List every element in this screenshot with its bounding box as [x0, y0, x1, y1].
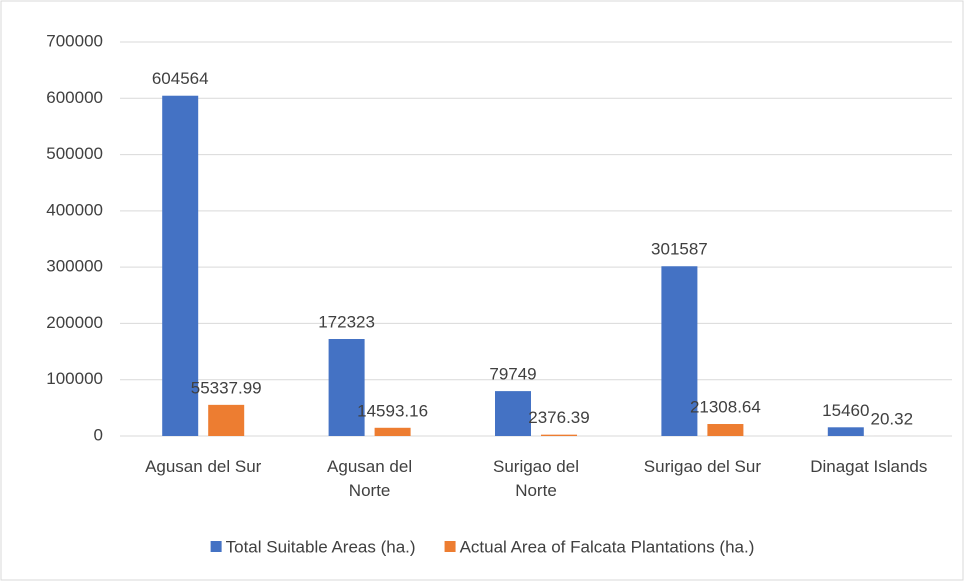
x-tick-label: Dinagat Islands [810, 457, 928, 476]
y-tick-label: 100000 [46, 369, 103, 388]
data-label: 15460 [822, 401, 869, 420]
y-tick-label: 700000 [46, 31, 103, 50]
bar [707, 424, 744, 436]
x-tick-label: Surigao del Norte [492, 457, 579, 500]
bar [495, 391, 531, 436]
data-label: 21308.64 [690, 397, 761, 416]
y-tick-label: 0 [94, 425, 103, 444]
bar [661, 266, 698, 436]
data-label: 79749 [489, 365, 536, 384]
data-label: 20.32 [871, 409, 914, 428]
legend-label: Actual Area of Falcata Plantations (ha.) [460, 537, 755, 556]
y-tick-label: 400000 [46, 200, 103, 219]
y-tick-label: 200000 [46, 313, 103, 332]
legend-label: Total Suitable Areas (ha.) [226, 537, 416, 556]
x-tick-label: Surigao del Sur [643, 457, 761, 476]
x-tick-label: Agusan del Norte [327, 457, 413, 500]
y-tick-label: 300000 [46, 257, 103, 276]
bar [208, 404, 245, 436]
legend-swatch [444, 541, 456, 552]
data-label: 604564 [152, 69, 209, 88]
data-label: 2376.39 [528, 408, 589, 427]
data-label: 55337.99 [191, 378, 262, 397]
data-label: 172323 [318, 312, 375, 331]
data-label: 14593.16 [357, 401, 428, 420]
data-label: 301587 [651, 240, 708, 259]
bar [541, 434, 577, 436]
legend-swatch [210, 541, 222, 552]
bar [328, 339, 365, 436]
bar [827, 427, 864, 436]
bar [162, 95, 199, 437]
x-tick-label: Agusan del Sur [145, 457, 262, 476]
y-tick-label: 500000 [46, 144, 103, 163]
y-tick-label: 600000 [46, 88, 103, 107]
bar [374, 427, 411, 436]
